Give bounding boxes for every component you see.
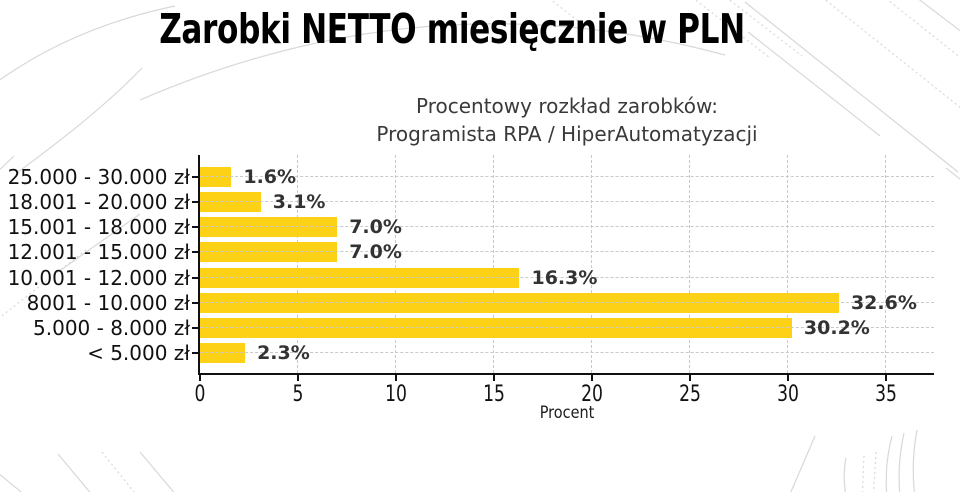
bar-value-label: 1.6%	[243, 166, 297, 188]
page-title: Zarobki NETTO miesięcznie w PLN	[159, 5, 745, 53]
x-axis-line	[198, 373, 934, 375]
vertical-gridline	[787, 155, 788, 373]
horizontal-gridline	[200, 226, 934, 228]
y-tick-mark	[192, 326, 198, 329]
y-axis-category-label: 10.001 - 12.000 zł	[7, 265, 190, 290]
horizontal-gridline	[200, 276, 934, 278]
x-tick-mark	[885, 375, 887, 381]
x-tick-label: 0	[194, 382, 206, 407]
vertical-gridline	[689, 155, 690, 373]
bar	[200, 217, 338, 238]
x-tick-label: 5	[292, 382, 304, 407]
y-axis-category-label: 18.001 - 20.000 zł	[7, 190, 190, 215]
bar-value-label: 7.0%	[349, 216, 402, 239]
bar-value-label: 7.0%	[349, 241, 402, 264]
y-axis-category-label: 15.001 - 18.000 zł	[7, 215, 190, 240]
chart-title-line-1: Procentowy rozkład zarobków:	[415, 94, 719, 118]
y-axis-category-label: 5.000 - 8.000 zł	[33, 315, 190, 340]
x-tick-label: 30	[777, 382, 799, 407]
chart-title: Procentowy rozkład zarobków: Programista…	[376, 92, 757, 148]
y-axis-category-label: 12.001 - 15.000 zł	[7, 240, 190, 265]
bar	[200, 192, 261, 213]
horizontal-gridline	[200, 201, 934, 203]
chart-title-line-2: Programista RPA / HiperAutomatyzacji	[376, 122, 758, 146]
bar	[200, 342, 246, 363]
vertical-gridline	[395, 155, 396, 373]
y-axis-category-label: 25.000 - 30.000 zł	[7, 165, 190, 189]
x-tick-mark	[591, 375, 593, 381]
horizontal-gridline	[200, 351, 934, 353]
x-tick-mark	[199, 375, 201, 381]
vertical-gridline	[885, 155, 886, 373]
y-tick-mark	[192, 301, 198, 304]
vertical-gridline	[493, 155, 494, 373]
vertical-gridline	[591, 155, 592, 373]
bar-value-label: 30.2%	[803, 316, 870, 339]
y-axis-line	[198, 155, 200, 375]
x-tick-mark	[297, 375, 299, 381]
bar-value-label: 16.3%	[531, 266, 598, 289]
y-axis-category-label: < 5.000 zł	[87, 340, 190, 365]
x-tick-mark	[787, 375, 789, 381]
bar	[200, 167, 232, 187]
y-tick-mark	[192, 351, 198, 354]
y-tick-mark	[192, 276, 198, 279]
x-tick-mark	[689, 375, 691, 381]
x-tick-label: 20	[581, 382, 603, 407]
y-tick-mark	[192, 176, 198, 178]
y-axis-category-label: 8001 - 10.000 zł	[26, 290, 190, 315]
x-axis-label: Procent	[539, 403, 595, 423]
bar-value-label: 32.6%	[850, 291, 917, 314]
bar	[200, 292, 839, 313]
horizontal-gridline	[200, 176, 934, 177]
bar	[200, 242, 338, 263]
x-tick-label: 25	[679, 382, 701, 407]
bar-value-label: 3.1%	[272, 191, 326, 214]
vertical-gridline	[297, 155, 298, 373]
bar	[200, 267, 520, 288]
y-tick-mark	[192, 201, 198, 204]
x-tick-label: 15	[483, 382, 505, 407]
horizontal-gridline	[200, 301, 934, 303]
x-tick-mark	[395, 375, 397, 381]
bar	[200, 317, 792, 338]
horizontal-gridline	[200, 251, 934, 253]
horizontal-gridline	[200, 326, 934, 328]
y-tick-mark	[192, 251, 198, 254]
x-tick-mark	[493, 375, 495, 381]
x-tick-label: 10	[385, 382, 407, 407]
y-tick-mark	[192, 226, 198, 229]
x-tick-label: 35	[875, 382, 897, 407]
bar-value-label: 2.3%	[257, 341, 310, 364]
